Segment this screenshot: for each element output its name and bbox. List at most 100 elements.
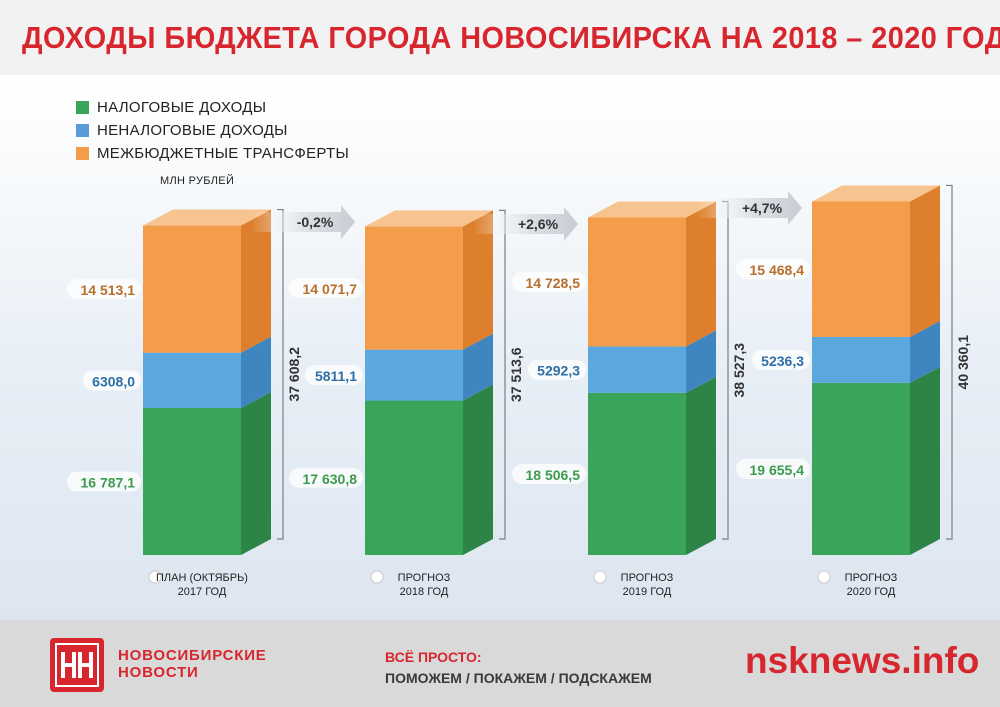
value-label-bg-nontax-4 [752, 349, 810, 370]
brand-line1: НОВОСИБИРСКИЕ [118, 647, 267, 664]
bar-side-tax-3 [686, 376, 716, 555]
category-label-3-1: ПРОГНОЗ [621, 572, 674, 584]
bar-top-3 [588, 201, 716, 218]
value-label-transfer-4: 15 468,4 [750, 262, 805, 278]
total-bracket-3 [722, 200, 729, 540]
bar-top-4 [812, 185, 940, 202]
bar-side-tax-1 [241, 391, 271, 555]
category-marker-2 [370, 570, 384, 584]
value-label-tax-3: 18 506,5 [526, 467, 581, 483]
category-label-4-2: 2020 ГОД [847, 586, 896, 598]
bar-nontax-1 [143, 352, 241, 408]
value-label-bg-tax-1 [67, 471, 141, 492]
value-label-tax-1: 16 787,1 [81, 474, 136, 490]
slogan-line2: ПОМОЖЕМ / ПОКАЖЕМ / ПОДСКАЖЕМ [385, 670, 652, 686]
bar-tax-1 [143, 407, 241, 555]
value-label-bg-transfer-3 [512, 272, 586, 293]
value-label-tax-2: 17 630,8 [303, 471, 358, 487]
legend-label-tax: НАЛОГОВЫЕ ДОХОДЫ [97, 99, 267, 116]
value-label-bg-nontax-1 [83, 370, 141, 391]
units-label: МЛН РУБЛЕЙ [160, 175, 235, 187]
logo-icon [55, 643, 99, 687]
header-bar: ДОХОДЫ БЮДЖЕТА ГОРОДА НОВОСИБИРСКА НА 20… [0, 0, 1000, 75]
footer-bar: НОВОСИБИРСКИЕ НОВОСТИ ВСЁ ПРОСТО: ПОМОЖЕ… [0, 620, 1000, 707]
legend-label-transfer: МЕЖБЮДЖЕТНЫЕ ТРАНСФЕРТЫ [97, 145, 350, 162]
value-label-bg-transfer-4 [736, 259, 810, 280]
value-label-bg-tax-3 [512, 463, 586, 484]
legend-label-nontax: НЕНАЛОГОВЫЕ ДОХОДЫ [97, 122, 288, 139]
total-bracket-2 [499, 209, 506, 540]
bar-tax-2 [365, 400, 463, 555]
value-label-bg-transfer-2 [289, 278, 363, 299]
slogan-line1: ВСЁ ПРОСТО: [385, 649, 482, 665]
category-label-3-2: 2019 ГОД [623, 586, 672, 598]
value-label-nontax-1: 6308,0 [92, 373, 135, 389]
total-label-4: 40 360,1 [955, 335, 971, 390]
value-label-transfer-2: 14 071,7 [303, 281, 358, 297]
bar-side-nontax-4 [910, 320, 940, 383]
category-label-1-1: ПЛАН (ОКТЯБРЬ) [156, 572, 248, 584]
value-label-bg-tax-2 [289, 467, 363, 488]
change-label-2: +2,6% [518, 216, 559, 232]
bar-tax-4 [812, 382, 910, 555]
bar-side-transfer-2 [463, 210, 493, 350]
legend-swatch-nontax [76, 124, 89, 137]
category-marker-1 [148, 570, 162, 584]
bar-nontax-3 [588, 346, 686, 393]
total-label-2: 37 513,6 [508, 347, 524, 402]
value-label-nontax-2: 5811,1 [315, 368, 357, 384]
value-label-transfer-1: 14 513,1 [81, 282, 136, 298]
category-label-4-1: ПРОГНОЗ [845, 572, 898, 584]
category-marker-3 [593, 570, 607, 584]
site-link[interactable]: nsknews.info [745, 640, 980, 681]
category-label-2-2: 2018 ГОД [400, 586, 449, 598]
legend-swatch-transfer [76, 147, 89, 160]
legend-item-tax: НАЛОГОВЫЕ ДОХОДЫ [76, 96, 349, 119]
value-label-nontax-4: 5236,3 [761, 353, 804, 369]
category-label-1-2: 2017 ГОД [178, 586, 227, 598]
brand-name: НОВОСИБИРСКИЕ НОВОСТИ [118, 647, 267, 681]
legend: НАЛОГОВЫЕ ДОХОДЫ НЕНАЛОГОВЫЕ ДОХОДЫ МЕЖБ… [76, 96, 349, 165]
page-title: ДОХОДЫ БЮДЖЕТА ГОРОДА НОВОСИБИРСКА НА 20… [22, 20, 1000, 55]
bar-side-nontax-2 [463, 333, 493, 401]
legend-item-transfer: МЕЖБЮДЖЕТНЫЕ ТРАНСФЕРТЫ [76, 142, 349, 165]
category-marker-4 [817, 570, 831, 584]
bar-side-transfer-4 [910, 185, 940, 337]
bar-side-tax-2 [463, 384, 493, 555]
bar-tax-3 [588, 392, 686, 555]
change-arrow-2 [473, 207, 578, 241]
total-bracket-4 [946, 184, 953, 540]
value-label-tax-4: 19 655,4 [750, 462, 805, 478]
brand-line2: НОВОСТИ [118, 664, 199, 681]
legend-swatch-tax [76, 101, 89, 114]
value-label-transfer-3: 14 728,5 [526, 275, 581, 291]
total-label-3: 38 527,3 [731, 343, 747, 398]
change-arrow-3 [696, 191, 802, 225]
value-label-bg-tax-4 [736, 458, 810, 479]
value-label-bg-nontax-2 [305, 365, 363, 386]
bar-side-tax-4 [910, 366, 940, 555]
slogan: ВСЁ ПРОСТО: ПОМОЖЕМ / ПОКАЖЕМ / ПОДСКАЖЕ… [385, 647, 652, 689]
change-arrow-1 [251, 205, 355, 239]
bar-side-nontax-3 [686, 330, 716, 393]
value-label-bg-nontax-3 [528, 359, 586, 380]
brand-logo[interactable] [50, 638, 104, 692]
value-label-nontax-3: 5292,3 [537, 363, 580, 379]
total-label-1: 37 608,2 [286, 347, 302, 402]
legend-item-nontax: НЕНАЛОГОВЫЕ ДОХОДЫ [76, 119, 349, 142]
bar-top-1 [143, 209, 271, 226]
bar-nontax-4 [812, 336, 910, 383]
bar-transfer-3 [588, 217, 686, 347]
bar-nontax-2 [365, 349, 463, 401]
bar-side-transfer-3 [686, 201, 716, 347]
bar-top-2 [365, 210, 493, 227]
bar-transfer-4 [812, 201, 910, 337]
change-label-1: -0,2% [297, 214, 334, 230]
value-label-bg-transfer-1 [67, 279, 141, 300]
bar-side-transfer-1 [241, 209, 271, 353]
change-label-3: +4,7% [742, 200, 783, 216]
bar-side-nontax-1 [241, 336, 271, 408]
category-label-2-1: ПРОГНОЗ [398, 572, 451, 584]
total-bracket-1 [277, 208, 284, 540]
